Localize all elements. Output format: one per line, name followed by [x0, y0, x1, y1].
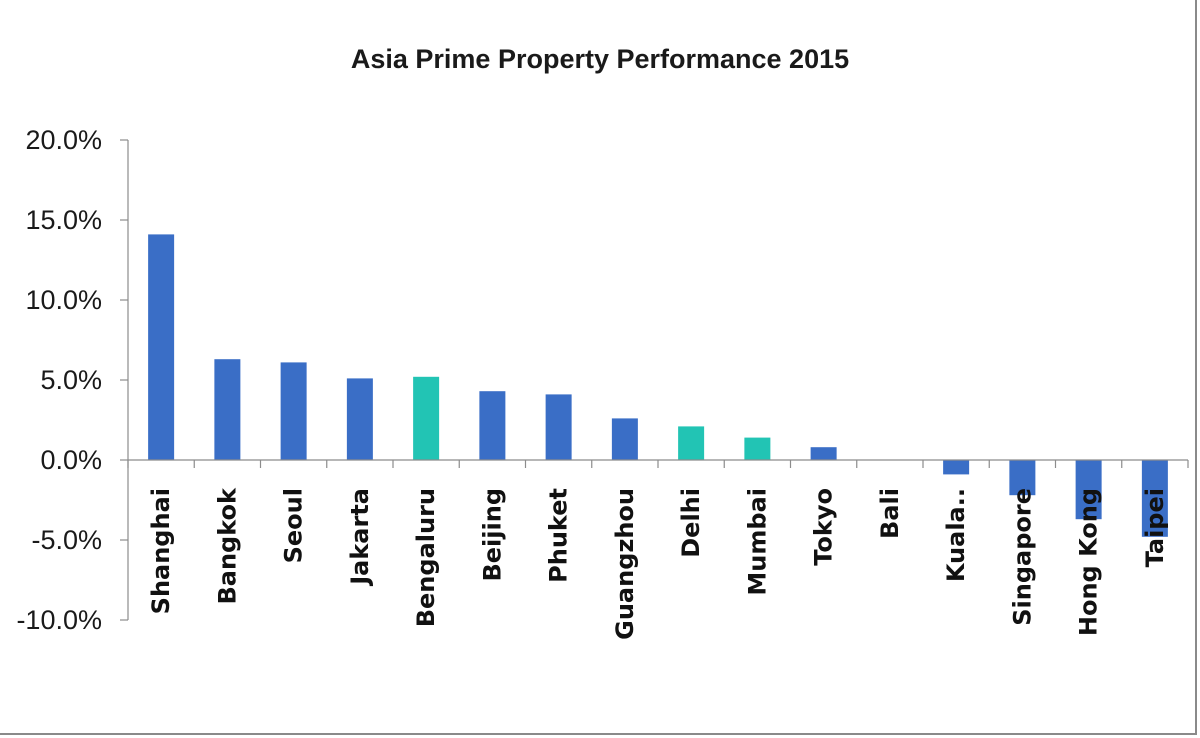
- bar: [346, 378, 373, 460]
- x-tick-label: Bengaluru: [412, 488, 440, 627]
- bar: [678, 426, 705, 460]
- bar: [611, 418, 638, 460]
- x-tick-label: Jakarta: [346, 488, 374, 587]
- bar: [214, 359, 241, 460]
- y-tick-label: 20.0%: [25, 125, 102, 155]
- bar: [1075, 460, 1102, 520]
- x-tick-label: Seoul: [280, 488, 308, 563]
- x-tick-label: Taipei: [1141, 488, 1169, 567]
- bar: [810, 447, 837, 460]
- x-tick-label: Mumbai: [743, 488, 771, 596]
- chart-title: Asia Prime Property Performance 2015: [350, 44, 850, 74]
- x-tick-label: Shanghai: [147, 488, 175, 614]
- y-tick-label: 10.0%: [25, 285, 102, 315]
- y-tick-label: 0.0%: [40, 445, 102, 475]
- bar: [545, 394, 572, 460]
- x-tick-label: Delhi: [677, 488, 705, 558]
- bar: [413, 376, 440, 460]
- x-tick-label: Bali: [876, 488, 904, 539]
- x-tick-label: Tokyo: [810, 488, 838, 566]
- bar: [744, 437, 771, 460]
- y-tick-label: 15.0%: [25, 205, 102, 235]
- bar: [1141, 460, 1168, 537]
- bar: [479, 391, 506, 460]
- y-tick-label: 5.0%: [40, 365, 102, 395]
- x-tick-label: Hong Kong: [1075, 488, 1103, 636]
- bar: [1009, 460, 1036, 496]
- x-tick-label: Bangkok: [213, 487, 241, 605]
- x-tick-label: Kuala..: [942, 488, 970, 582]
- bar: [280, 362, 307, 460]
- x-axis: Shanghai Bangkok Seoul Jakarta Bengaluru Beij…: [127, 459, 1189, 640]
- y-axis: 20.0% 15.0% 10.0% 5.0% 0.0% -5.0% -10.0%: [16, 125, 129, 635]
- y-tick-label: -5.0%: [31, 525, 102, 555]
- bar: [148, 234, 175, 460]
- x-tick-label: Singapore: [1008, 488, 1036, 626]
- x-tick-label: Phuket: [545, 488, 573, 583]
- x-tick-label: Guangzhou: [611, 488, 639, 640]
- x-tick-label: Beijing: [478, 488, 506, 582]
- y-tick-label: -10.0%: [16, 605, 102, 635]
- bars-group: [148, 234, 1168, 537]
- bar: [943, 460, 970, 475]
